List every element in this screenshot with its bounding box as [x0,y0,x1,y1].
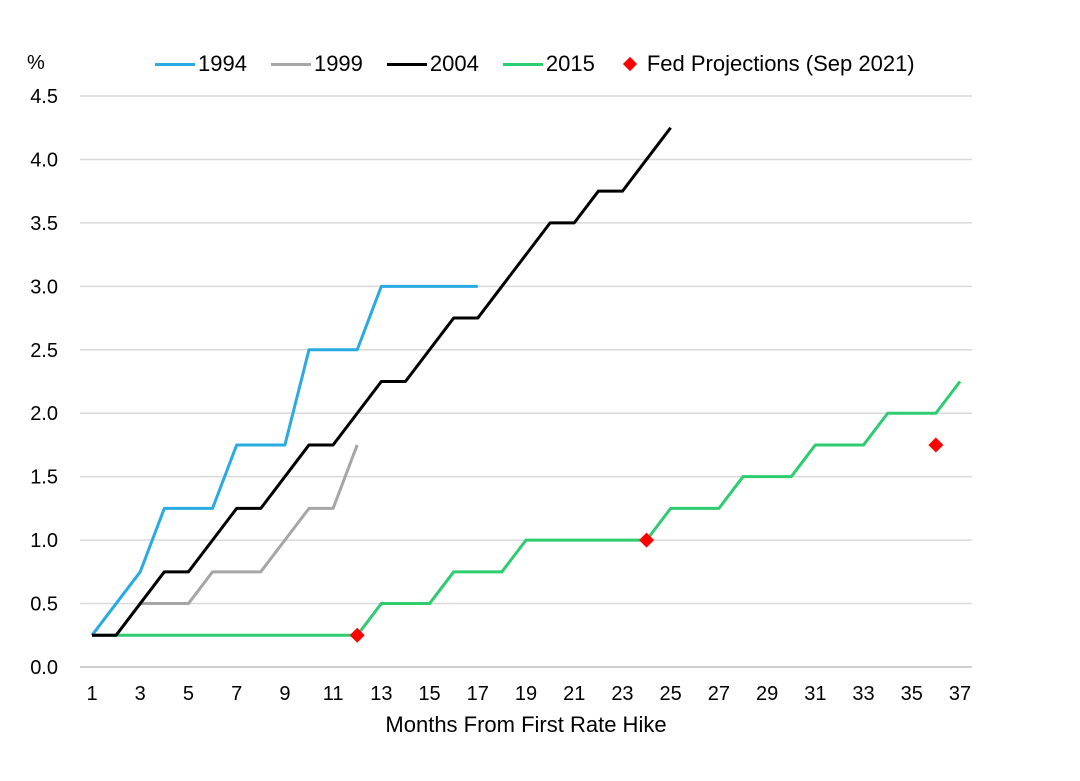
legend-label-fed-projections: Fed Projections (Sep 2021) [646,51,915,76]
x-tick-label: 15 [418,683,440,705]
legend-swatch-1994 [155,62,195,66]
legend-item-2015: 2015 [502,51,595,77]
legend-item-1994: 1994 [155,51,247,77]
chart-legend: 1994 1999 2004 2015 Fed Projections (Sep… [155,51,939,77]
fed-projection-marker [349,627,365,643]
x-tick-label: 23 [611,683,633,705]
x-tick-label: 5 [183,683,194,705]
x-tick-label: 13 [370,683,392,705]
x-tick-label: 19 [515,683,537,705]
legend-item-1999: 1999 [270,51,363,77]
y-tick-label: 1.5 [30,467,58,489]
x-axis-title: Months From First Rate Hike [385,712,667,737]
x-tick-label: 27 [708,683,730,705]
legend-swatch-1999 [270,62,311,66]
legend-label-2004: 2004 [429,51,479,76]
series-line-2004 [92,126,672,637]
x-tick-label: 35 [901,683,923,705]
y-tick-label: 3.5 [30,213,58,235]
y-tick-label: 4.0 [30,149,58,171]
fed-projection-marker [928,437,944,453]
x-tick-label: 33 [852,683,874,705]
legend-label-1994: 1994 [198,51,247,76]
y-tick-label: 3.0 [30,276,58,298]
x-tick-label: 17 [467,683,489,705]
x-tick-label: 29 [756,683,778,705]
y-tick-label: 4.5 [30,86,58,108]
legend-label-2015: 2015 [545,51,595,76]
x-tick-label: 7 [231,683,242,705]
series-line-2015 [92,380,962,637]
legend-item-fed-projections: Fed Projections (Sep 2021) [619,51,915,77]
y-tick-label: 2.5 [30,340,58,362]
legend-swatch-2015 [502,62,543,66]
y-axis-unit-label: % [27,52,45,74]
x-tick-label: 31 [804,683,826,705]
legend-label-1999: 1999 [313,51,363,76]
x-tick-label: 9 [279,683,290,705]
series-line-1994 [90,284,478,637]
fed-projection-marker [639,532,655,548]
x-tick-label: 1 [86,683,97,705]
x-tick-label: 21 [563,683,585,705]
legend-item-2004: 2004 [386,51,479,77]
x-tick-label: 37 [949,683,971,705]
x-tick-label: 25 [660,683,682,705]
y-tick-label: 0.0 [30,657,58,679]
legend-swatch-2004 [386,62,427,66]
x-tick-label: 3 [135,683,146,705]
x-tick-label: 11 [323,683,344,705]
y-tick-label: 0.5 [30,594,58,616]
y-tick-label: 2.0 [30,403,58,425]
y-tick-label: 1.0 [30,530,58,552]
